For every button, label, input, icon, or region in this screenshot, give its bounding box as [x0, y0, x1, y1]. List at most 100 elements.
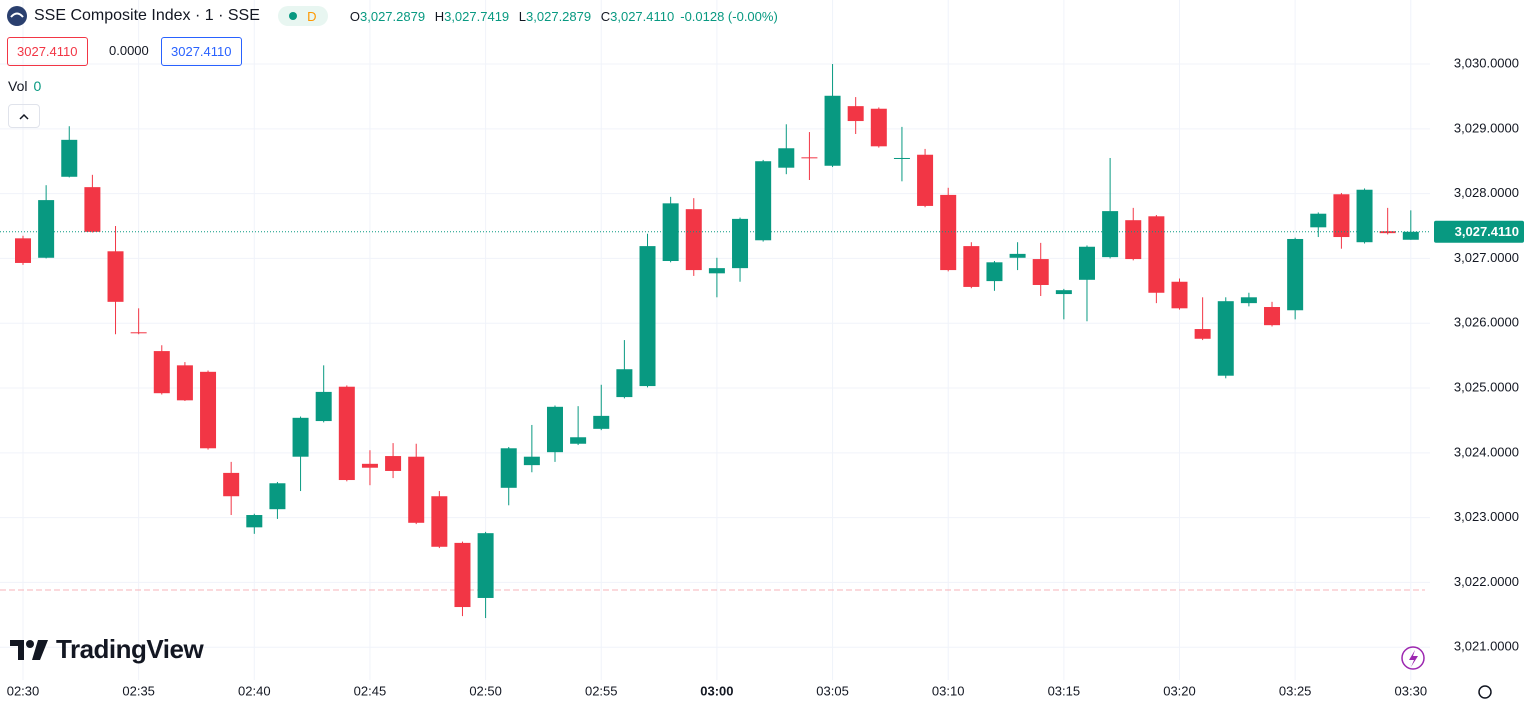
y-tick-label: 3,023.0000 [1454, 509, 1519, 524]
candle-body [662, 203, 679, 262]
y-tick-label: 3,029.0000 [1454, 120, 1519, 135]
candle-body [1194, 329, 1211, 339]
alert-icon[interactable] [1401, 646, 1425, 670]
ohlc-value: 3,027.2879 [526, 8, 592, 24]
candle-body [454, 542, 471, 608]
candle-body [1356, 189, 1373, 243]
candle-body [570, 437, 587, 444]
x-tick-label: 03:10 [932, 683, 965, 698]
candle-body [107, 251, 124, 302]
volume-legend: Vol 0 [8, 78, 41, 94]
candle-body [315, 391, 332, 422]
candle-body [361, 463, 378, 468]
candle-body [431, 496, 448, 547]
collapse-button[interactable] [8, 104, 40, 128]
ohlc-label: L [518, 8, 527, 24]
x-tick-label: 03:15 [1048, 683, 1081, 698]
settings-icon[interactable] [1478, 685, 1492, 699]
candle-body [1148, 216, 1165, 293]
ohlc-value: 3,027.7419 [444, 8, 510, 24]
candle-body [1055, 290, 1072, 295]
candle-body [1264, 307, 1281, 326]
candle-body [870, 108, 887, 147]
candle-body [685, 209, 702, 271]
candle-body [292, 417, 309, 457]
last-price-label: 3,027.4110 [1455, 224, 1519, 239]
candle-body [755, 161, 772, 241]
candle-body [500, 448, 517, 488]
y-tick-label: 3,030.0000 [1454, 55, 1519, 70]
ohlc: O3,027.2879 H3,027.7419 L3,027.2879 C3,0… [350, 9, 680, 24]
ohlc-label: C [600, 8, 611, 24]
candle-body [639, 246, 656, 387]
candle-body [223, 472, 240, 497]
candle-body [778, 148, 795, 168]
grid [0, 0, 1430, 680]
candle-body [153, 351, 170, 394]
candle-body [917, 154, 934, 206]
y-tick-label: 3,027.0000 [1454, 250, 1519, 265]
x-tick-label: 03:05 [816, 683, 849, 698]
candle-body [269, 483, 286, 510]
change: -0.0128 (-0.00%) [680, 8, 778, 24]
candle-body [847, 106, 864, 122]
candle-body [61, 139, 78, 177]
candle-body [1102, 211, 1119, 258]
y-tick-label: 3,022.0000 [1454, 574, 1519, 589]
branding[interactable]: TradingView [10, 634, 204, 665]
candle-body [385, 456, 402, 471]
ohlc-label: O [349, 8, 360, 24]
x-tick-label: 02:40 [238, 683, 271, 698]
y-tick-label: 3,025.0000 [1454, 379, 1519, 394]
symbol-logo [7, 6, 27, 26]
candle-body [1217, 301, 1234, 376]
candle-body [408, 456, 425, 523]
candle-body [523, 456, 540, 466]
candle-body [963, 246, 980, 287]
candle-body [200, 371, 217, 449]
candle-body [732, 218, 749, 269]
badge: D [307, 8, 317, 24]
symbol-title[interactable]: SSE Composite Index · 1 · SSE [34, 7, 260, 24]
candle-body [1078, 246, 1095, 280]
candle-body [546, 406, 563, 453]
ask-box[interactable]: 3027.4110 [161, 37, 242, 66]
market-status[interactable]: D [277, 6, 328, 26]
volume-label: Vol [8, 78, 28, 94]
candle-body [801, 157, 818, 159]
candle-body [477, 533, 494, 598]
candle-body [1240, 297, 1257, 304]
x-tick-label: 03:25 [1279, 683, 1312, 698]
candle-body [176, 365, 193, 401]
x-tick-label: 03:00 [700, 683, 733, 698]
ohlc-value: 3,027.2879 [360, 8, 426, 24]
candle-body [15, 238, 31, 263]
candle-body [1032, 259, 1049, 285]
x-tick-label: 02:30 [7, 683, 40, 698]
last-price-box [1434, 220, 1524, 243]
candle-body [940, 194, 957, 271]
x-tick-label: 03:30 [1395, 683, 1428, 698]
candle-body [84, 187, 101, 232]
candle-body [1333, 194, 1350, 238]
bid-box[interactable]: 3027.4110 [7, 37, 88, 66]
candle-body [893, 157, 910, 159]
candle-body [130, 332, 147, 334]
ohlc-value: 3,027.4110 [610, 8, 675, 24]
x-tick-label: 02:35 [122, 683, 155, 698]
candle-body [38, 200, 55, 258]
candle-body [593, 415, 610, 429]
x-tick-label: 02:55 [585, 683, 618, 698]
brand-name: TradingView [56, 634, 204, 664]
x-tick-label: 03:20 [1163, 683, 1196, 698]
candle-body [1125, 220, 1142, 260]
x-tick-label: 02:45 [354, 683, 387, 698]
candle-body [1171, 281, 1188, 309]
chevron [19, 113, 29, 120]
candle-body [1287, 238, 1304, 311]
y-tick-label: 3,028.0000 [1454, 185, 1519, 200]
candle-body [616, 369, 633, 398]
y-tick-label: 3,021.0000 [1454, 639, 1519, 654]
